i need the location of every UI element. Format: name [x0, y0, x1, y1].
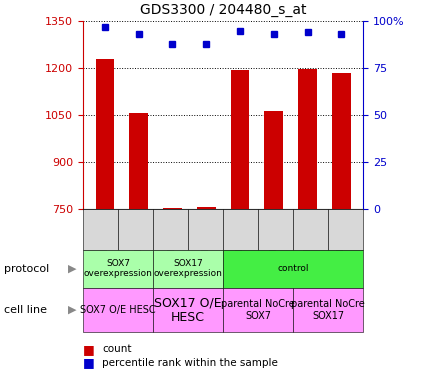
- Text: ▶: ▶: [68, 305, 76, 315]
- Text: percentile rank within the sample: percentile rank within the sample: [102, 358, 278, 368]
- Bar: [129, 113, 148, 209]
- Text: parental NoCre
SOX17: parental NoCre SOX17: [292, 299, 365, 321]
- Text: cell line: cell line: [4, 305, 47, 315]
- Text: SOX17 O/E
HESC: SOX17 O/E HESC: [154, 296, 222, 324]
- Text: ▶: ▶: [68, 264, 76, 274]
- Text: control: control: [278, 264, 309, 273]
- Text: ■: ■: [83, 343, 95, 356]
- Text: SOX7
overexpression: SOX7 overexpression: [83, 259, 153, 278]
- Text: parental NoCre
SOX7: parental NoCre SOX7: [221, 299, 295, 321]
- Text: ■: ■: [83, 356, 95, 369]
- Text: count: count: [102, 344, 131, 354]
- Bar: [231, 70, 249, 209]
- Text: SOX7 O/E HESC: SOX7 O/E HESC: [80, 305, 156, 315]
- Text: protocol: protocol: [4, 264, 49, 274]
- Bar: [197, 207, 215, 209]
- Text: SOX17
overexpression: SOX17 overexpression: [153, 259, 223, 278]
- Bar: [96, 60, 114, 209]
- Bar: [332, 73, 351, 209]
- Bar: [163, 208, 182, 209]
- Bar: [298, 69, 317, 209]
- Title: GDS3300 / 204480_s_at: GDS3300 / 204480_s_at: [140, 3, 306, 17]
- Bar: [264, 111, 283, 209]
